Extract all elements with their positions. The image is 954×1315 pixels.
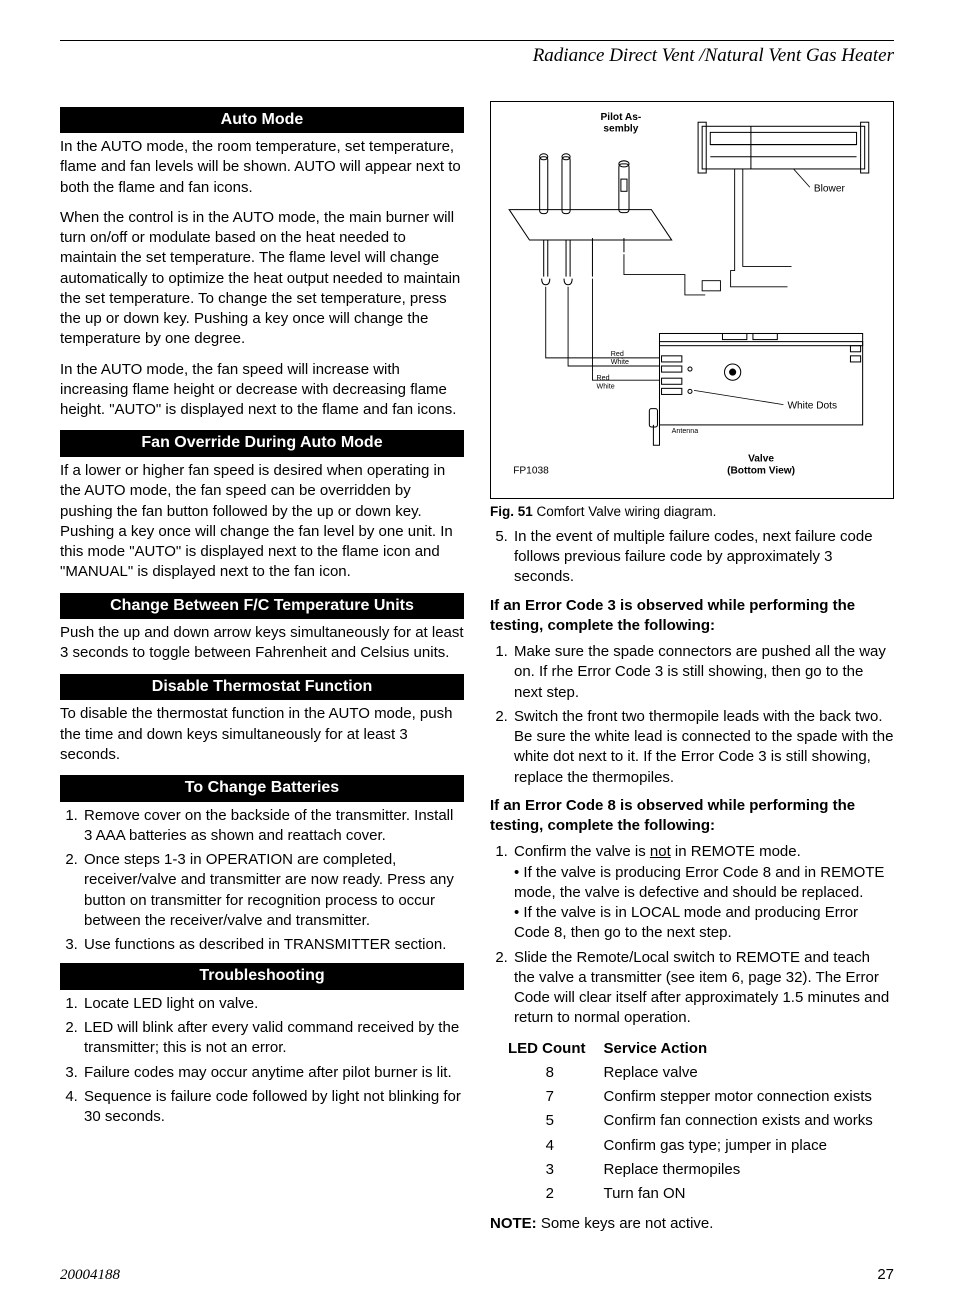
figure-text: Comfort Valve wiring diagram.	[533, 504, 717, 519]
note-text: Some keys are not active.	[537, 1215, 714, 1232]
error8-list: Confirm the valve is not in REMOTE mode.…	[490, 842, 894, 1028]
fan-override-p1: If a lower or higher fan speed is desire…	[60, 461, 464, 583]
troubleshooting-list: Locate LED light on valve. LED will blin…	[60, 994, 464, 1128]
led-action-cell: Confirm fan connection exists and works	[603, 1109, 890, 1133]
section-troubleshooting: Troubleshooting	[60, 963, 464, 990]
list-item: Use functions as described in TRANSMITTE…	[82, 935, 464, 955]
err8-bullet1: • If the valve is producing Error Code 8…	[514, 863, 894, 904]
product-title: Radiance Direct Vent /Natural Vent Gas H…	[60, 43, 894, 69]
list-item: Failure codes may occur anytime after pi…	[82, 1063, 464, 1083]
fc-units-p1: Push the up and down arrow keys simultan…	[60, 623, 464, 664]
page-footer: 20004188 27	[60, 1265, 894, 1285]
table-row: 8Replace valve	[508, 1061, 891, 1085]
diag-pilot-label2: sembly	[603, 123, 638, 134]
diag-valve-label: Valve	[748, 453, 774, 464]
auto-mode-p1: In the AUTO mode, the room temperature, …	[60, 137, 464, 198]
error3-list: Make sure the spade connectors are pushe…	[490, 642, 894, 788]
list-item: In the event of multiple failure codes, …	[512, 527, 894, 588]
diag-bottom-label: (Bottom View)	[727, 465, 795, 476]
section-auto-mode: Auto Mode	[60, 107, 464, 134]
diag-white2-label: White	[597, 382, 615, 390]
list-item: Confirm the valve is not in REMOTE mode.…	[512, 842, 894, 943]
list-item: Locate LED light on valve.	[82, 994, 464, 1014]
service-action-header: Service Action	[603, 1037, 890, 1061]
led-count-cell: 3	[508, 1158, 603, 1182]
section-fc-units: Change Between F/C Temperature Units	[60, 593, 464, 620]
diag-blower-label: Blower	[814, 183, 846, 194]
disable-thermo-p1: To disable the thermostat function in th…	[60, 704, 464, 765]
batteries-list: Remove cover on the backside of the tran…	[60, 806, 464, 956]
note-line: NOTE: Some keys are not active.	[490, 1214, 894, 1234]
figure-number: Fig. 51	[490, 504, 533, 519]
list-item: Sequence is failure code followed by lig…	[82, 1087, 464, 1128]
led-action-cell: Replace valve	[603, 1061, 890, 1085]
list-item: LED will blink after every valid command…	[82, 1018, 464, 1059]
diag-whitedots-label: White Dots	[787, 400, 837, 411]
content-columns: Auto Mode In the AUTO mode, the room tem…	[60, 101, 894, 1235]
section-fan-override: Fan Override During Auto Mode	[60, 430, 464, 457]
table-row: 7Confirm stepper motor connection exists	[508, 1085, 891, 1109]
led-action-cell: Confirm stepper motor connection exists	[603, 1085, 890, 1109]
header-rule	[60, 40, 894, 41]
list-item: Switch the front two thermopile leads wi…	[512, 707, 894, 788]
footer-pagenum: 27	[877, 1265, 894, 1285]
diag-white-label: White	[611, 358, 629, 366]
section-disable-thermo: Disable Thermostat Function	[60, 674, 464, 701]
diag-pilot-label: Pilot As-	[601, 112, 642, 123]
led-count-cell: 8	[508, 1061, 603, 1085]
err8-li1-a: Confirm the valve is	[514, 843, 650, 860]
table-row: 5Confirm fan connection exists and works	[508, 1109, 891, 1133]
table-row: 3Replace thermopiles	[508, 1158, 891, 1182]
auto-mode-p3: In the AUTO mode, the fan speed will inc…	[60, 360, 464, 421]
wiring-diagram-svg: Pilot As- sembly Blower	[499, 108, 885, 484]
led-count-table: LED Count Service Action 8Replace valve …	[508, 1037, 891, 1207]
led-count-cell: 7	[508, 1085, 603, 1109]
list-item: Once steps 1-3 in OPERATION are complete…	[82, 850, 464, 931]
diag-red-label: Red	[611, 349, 624, 357]
diag-fp-label: FP1038	[513, 465, 549, 476]
led-count-cell: 5	[508, 1109, 603, 1133]
section-batteries: To Change Batteries	[60, 775, 464, 802]
left-column: Auto Mode In the AUTO mode, the room tem…	[60, 101, 464, 1235]
err8-li1-not: not	[650, 843, 671, 860]
table-header-row: LED Count Service Action	[508, 1037, 891, 1061]
led-action-cell: Confirm gas type; jumper in place	[603, 1134, 890, 1158]
footer-docnum: 20004188	[60, 1265, 120, 1285]
troubleshooting-cont-list: In the event of multiple failure codes, …	[490, 527, 894, 588]
led-count-cell: 4	[508, 1134, 603, 1158]
list-item: Make sure the spade connectors are pushe…	[512, 642, 894, 703]
led-action-cell: Replace thermopiles	[603, 1158, 890, 1182]
list-item: Remove cover on the backside of the tran…	[82, 806, 464, 847]
note-bold: NOTE:	[490, 1215, 537, 1232]
figure-caption: Fig. 51 Comfort Valve wiring diagram.	[490, 503, 894, 521]
error8-heading: If an Error Code 8 is observed while per…	[490, 796, 894, 837]
table-row: 4Confirm gas type; jumper in place	[508, 1134, 891, 1158]
table-row: 2Turn fan ON	[508, 1182, 891, 1206]
led-count-header: LED Count	[508, 1037, 603, 1061]
auto-mode-p2: When the control is in the AUTO mode, th…	[60, 208, 464, 350]
led-count-cell: 2	[508, 1182, 603, 1206]
list-item: Slide the Remote/Local switch to REMOTE …	[512, 948, 894, 1029]
led-action-cell: Turn fan ON	[603, 1182, 890, 1206]
err8-li1-c: in REMOTE mode.	[671, 843, 801, 860]
right-column: Pilot As- sembly Blower	[490, 101, 894, 1235]
err8-bullet2: • If the valve is in LOCAL mode and prod…	[514, 903, 894, 944]
wiring-diagram-box: Pilot As- sembly Blower	[490, 101, 894, 499]
diag-antenna-label: Antenna	[672, 427, 699, 435]
error3-heading: If an Error Code 3 is observed while per…	[490, 596, 894, 637]
diag-red2-label: Red	[597, 374, 610, 382]
